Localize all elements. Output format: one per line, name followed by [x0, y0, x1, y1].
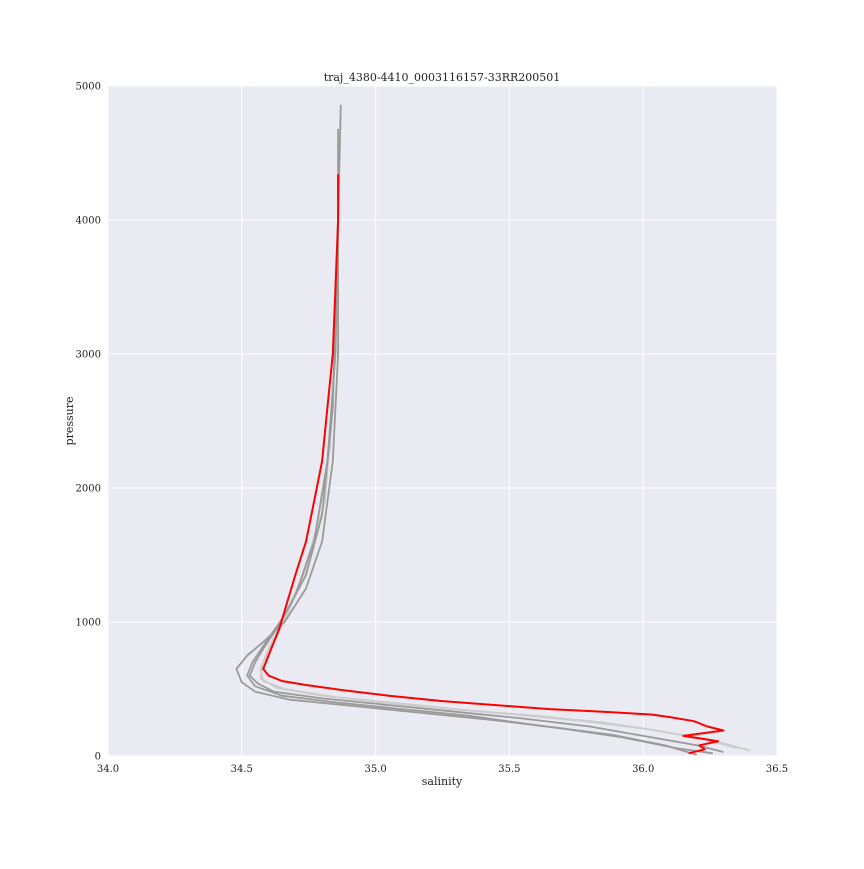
- x-tick-label: 36.0: [632, 764, 654, 775]
- y-tick-label: 5000: [76, 82, 101, 93]
- y-tick-label: 1000: [76, 618, 101, 629]
- x-tick-label: 34.5: [231, 764, 253, 775]
- data-series: [235, 104, 751, 756]
- y-tick-label: 4000: [76, 216, 101, 227]
- y-tick-label: 2000: [76, 484, 101, 495]
- profile-line: [246, 219, 697, 756]
- chart-title: traj_4380-4410_0003116157-33RR200501: [324, 71, 561, 84]
- x-tick-label: 35.0: [364, 764, 386, 775]
- profile-line: [248, 104, 724, 753]
- tick-labels: 34.0 34.5 35.0 35.5 36.0 36.5 0 1000 2000 3000 400…: [76, 82, 789, 776]
- plot-area: [108, 86, 777, 756]
- x-tick-label: 35.5: [498, 764, 520, 775]
- y-tick-label: 3000: [76, 350, 101, 361]
- x-tick-label: 36.5: [766, 764, 788, 775]
- y-tick-label: 0: [95, 752, 101, 763]
- y-axis-label: pressure: [63, 397, 76, 446]
- grid-lines: [107, 85, 778, 757]
- x-tick-label: 34.0: [97, 764, 119, 775]
- highlight-profile-line: [262, 174, 725, 755]
- x-axis-label: salinity: [422, 775, 463, 788]
